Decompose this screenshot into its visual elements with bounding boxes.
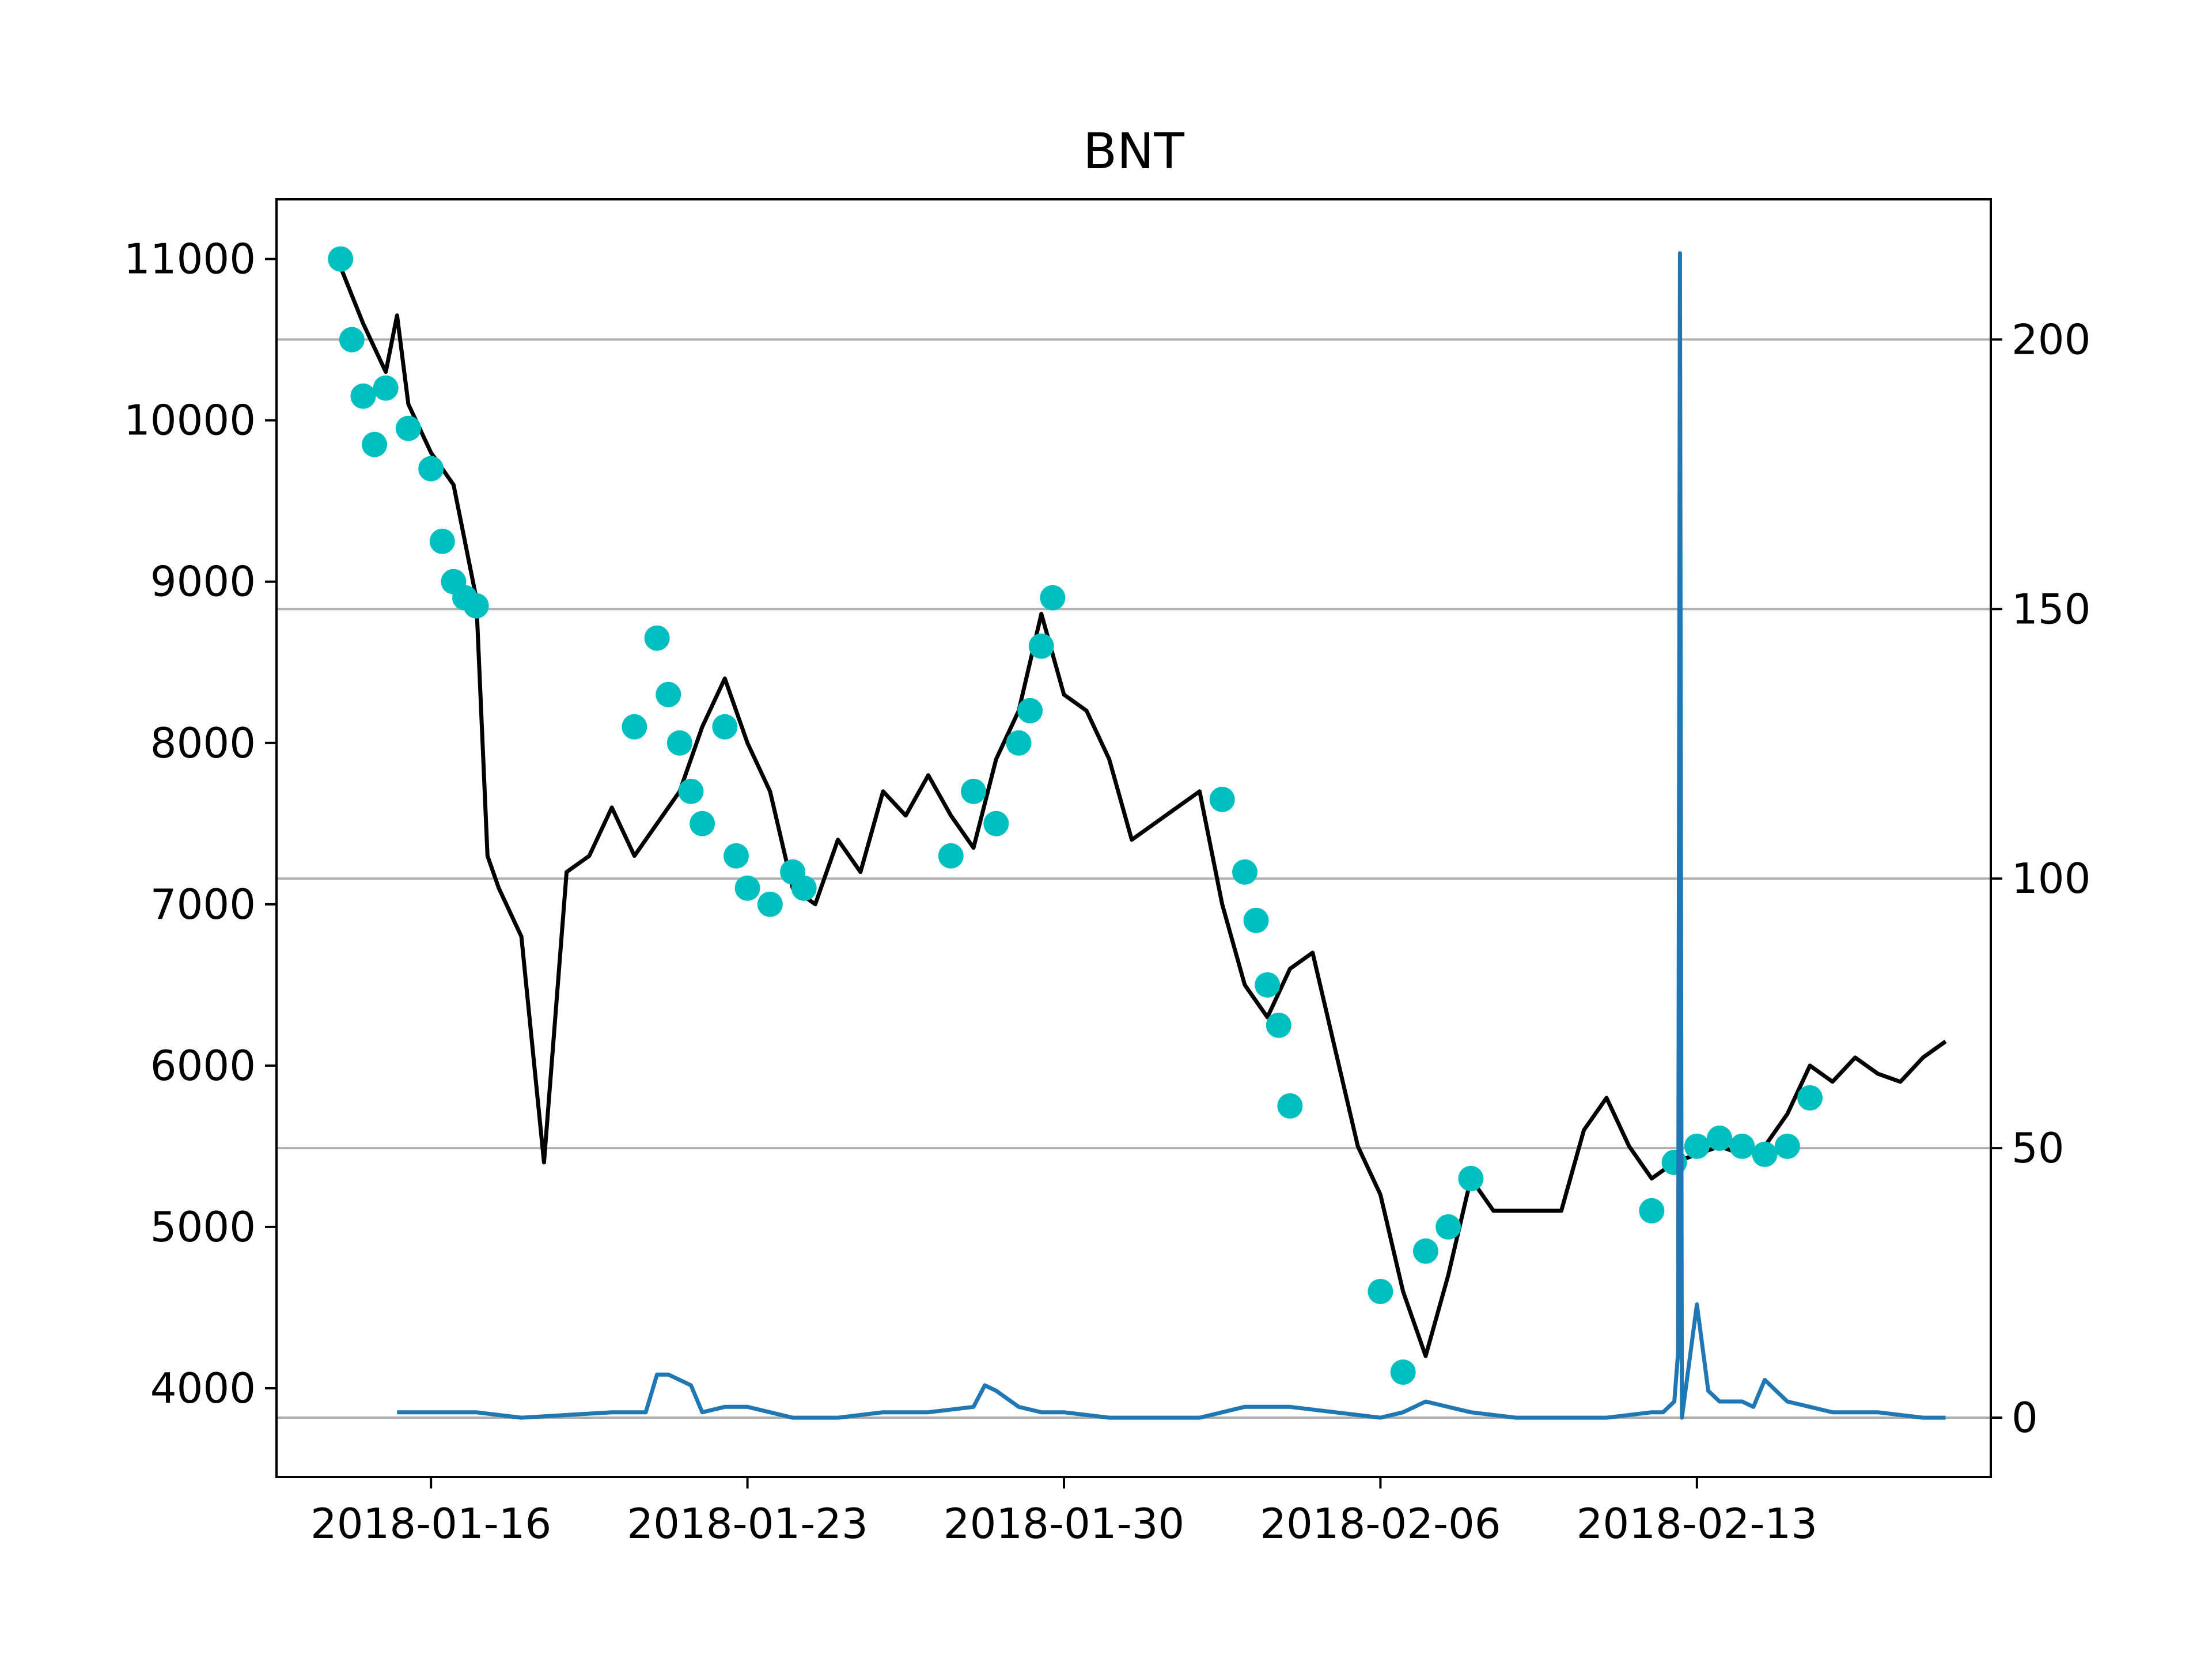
marker-point <box>938 843 964 869</box>
marker-point <box>757 891 783 917</box>
marker-point <box>678 778 704 804</box>
x-tick-label: 2018-01-23 <box>627 1499 868 1548</box>
marker-point <box>1255 972 1281 998</box>
marker-point <box>395 415 421 441</box>
x-tick-label: 2018-01-16 <box>310 1499 551 1548</box>
y-left-tick-label: 4000 <box>150 1364 256 1412</box>
marker-point <box>1017 698 1043 724</box>
marker-point <box>622 714 647 740</box>
x-tick-label: 2018-01-30 <box>944 1499 1184 1548</box>
x-tick-label: 2018-02-06 <box>1260 1499 1501 1548</box>
marker-point <box>656 681 681 707</box>
y-left-tick-label: 6000 <box>150 1041 256 1090</box>
marker-point <box>1774 1133 1800 1159</box>
marker-point <box>1435 1214 1461 1240</box>
marker-point <box>1707 1125 1733 1151</box>
marker-point <box>690 810 715 836</box>
y-right-tick-label: 50 <box>2012 1124 2065 1172</box>
marker-point <box>429 528 455 554</box>
marker-point <box>1639 1198 1665 1224</box>
marker-point <box>1797 1085 1823 1111</box>
marker-point <box>1458 1165 1484 1191</box>
marker-point <box>1412 1238 1438 1264</box>
marker-point <box>1277 1093 1303 1119</box>
marker-point <box>1390 1359 1416 1385</box>
marker-point <box>961 778 987 804</box>
marker-point <box>666 730 692 756</box>
marker-point <box>1209 786 1235 812</box>
marker-point <box>734 875 760 901</box>
y-left-tick-label: 7000 <box>150 880 256 929</box>
marker-point <box>1752 1141 1778 1167</box>
marker-point <box>418 456 444 482</box>
marker-point <box>1232 859 1257 885</box>
axes: 4000 5000 6000 7000 8000 9000 10000 11000 0 50 100… <box>124 235 2090 1548</box>
y-right-tick-label: 150 <box>2012 585 2090 633</box>
marker-point <box>983 810 1009 836</box>
y-left-tick-label: 11000 <box>124 235 256 283</box>
y-left-tick-label: 9000 <box>150 558 256 606</box>
y-left-tick-label: 10000 <box>124 396 256 445</box>
marker-point <box>791 875 817 901</box>
chart-title: BNT <box>1083 123 1184 180</box>
y-right-tick-label: 200 <box>2012 315 2090 363</box>
marker-point <box>1729 1133 1755 1159</box>
y-right-tick-label: 100 <box>2012 854 2090 903</box>
marker-point <box>1266 1012 1291 1038</box>
marker-point <box>644 625 670 651</box>
marker-point <box>1684 1133 1710 1159</box>
x-tick-label: 2018-02-13 <box>1577 1499 1817 1548</box>
marker-point <box>1040 585 1066 611</box>
y-left-tick-label: 5000 <box>150 1203 256 1251</box>
marker-point <box>463 593 489 619</box>
marker-point <box>1006 730 1032 756</box>
marker-point <box>1368 1278 1393 1304</box>
plot-frame <box>275 198 1992 1478</box>
series-layer <box>328 246 1947 1420</box>
marker-point <box>712 714 738 740</box>
marker-point <box>1028 633 1054 659</box>
marker-point <box>362 431 388 457</box>
marker-point <box>1243 907 1269 933</box>
marker-point <box>328 246 354 272</box>
marker-point <box>339 327 365 353</box>
y-right-tick-label: 0 <box>2012 1393 2038 1442</box>
marker-point <box>723 843 749 869</box>
marker-point <box>373 375 399 401</box>
y-left-tick-label: 8000 <box>150 719 256 767</box>
volume-line <box>397 251 1946 1420</box>
marker-point <box>350 383 376 409</box>
